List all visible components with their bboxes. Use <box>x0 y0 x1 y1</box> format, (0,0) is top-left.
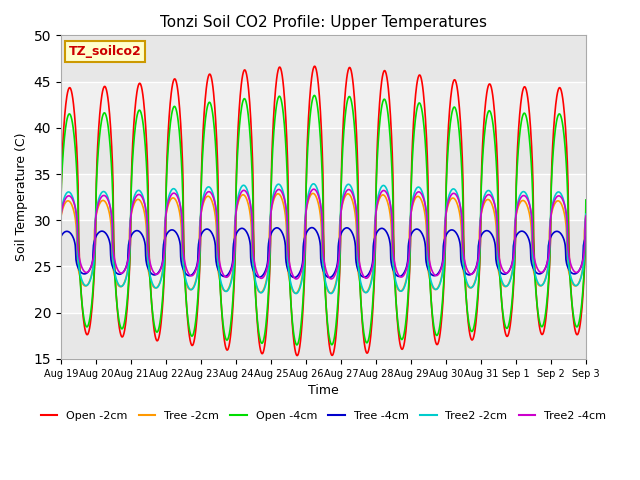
Tree -2cm <box>300 231 308 237</box>
Line: Tree -2cm: Tree -2cm <box>61 193 586 293</box>
Tree -2cm <box>280 202 287 208</box>
Tree -4cm <box>291 275 299 280</box>
Open -2cm <box>300 280 308 286</box>
Open -4cm <box>291 336 298 341</box>
Bar <box>61 128 586 174</box>
Tree -4cm <box>291 275 298 280</box>
Open -2cm <box>291 344 298 349</box>
Tree -4cm <box>300 236 308 242</box>
Tree2 -2cm <box>582 211 589 217</box>
Line: Tree -4cm: Tree -4cm <box>61 228 586 277</box>
Tree2 -2cm <box>57 211 65 217</box>
Tree -4cm <box>119 270 127 276</box>
Tree -2cm <box>98 198 106 204</box>
Tree2 -2cm <box>98 190 106 196</box>
Tree2 -2cm <box>291 290 298 296</box>
X-axis label: Time: Time <box>308 384 339 397</box>
Tree2 -4cm <box>356 264 364 270</box>
Open -4cm <box>57 197 65 203</box>
Open -4cm <box>300 273 308 278</box>
Bar <box>61 312 586 359</box>
Open -2cm <box>582 208 589 214</box>
Line: Tree2 -4cm: Tree2 -4cm <box>61 189 586 279</box>
Tree2 -2cm <box>119 283 127 288</box>
Open -2cm <box>311 63 319 69</box>
Open -4cm <box>280 114 287 120</box>
Tree -4cm <box>308 225 316 230</box>
Text: TZ_soilco2: TZ_soilco2 <box>68 45 141 58</box>
Line: Open -4cm: Open -4cm <box>61 96 586 345</box>
Tree -4cm <box>57 234 65 240</box>
Tree -2cm <box>57 215 65 220</box>
Open -2cm <box>98 95 106 100</box>
Open -2cm <box>119 334 127 339</box>
Line: Open -2cm: Open -2cm <box>61 66 586 356</box>
Bar <box>61 220 586 266</box>
Tree -4cm <box>98 228 106 234</box>
Open -2cm <box>57 208 65 214</box>
Tree2 -2cm <box>280 191 287 197</box>
Tree2 -4cm <box>582 213 589 219</box>
Tree -4cm <box>356 272 364 277</box>
Tree2 -2cm <box>356 277 364 283</box>
Tree -2cm <box>582 214 589 220</box>
Line: Tree2 -2cm: Tree2 -2cm <box>61 184 586 294</box>
Y-axis label: Soil Temperature (C): Soil Temperature (C) <box>15 133 28 262</box>
Title: Tonzi Soil CO2 Profile: Upper Temperatures: Tonzi Soil CO2 Profile: Upper Temperatur… <box>160 15 487 30</box>
Tree2 -4cm <box>119 270 127 276</box>
Tree2 -4cm <box>291 275 298 281</box>
Tree2 -4cm <box>280 193 287 199</box>
Tree2 -4cm <box>310 186 317 192</box>
Open -2cm <box>356 287 364 293</box>
Tree2 -4cm <box>98 194 106 200</box>
Open -2cm <box>280 85 287 91</box>
Legend: Open -2cm, Tree -2cm, Open -4cm, Tree -4cm, Tree2 -2cm, Tree2 -4cm: Open -2cm, Tree -2cm, Open -4cm, Tree -4… <box>36 407 611 425</box>
Open -4cm <box>293 342 301 348</box>
Open -4cm <box>98 118 106 124</box>
Open -4cm <box>582 197 589 203</box>
Tree2 -2cm <box>292 291 300 297</box>
Tree -2cm <box>291 290 298 296</box>
Tree2 -4cm <box>300 252 308 257</box>
Open -4cm <box>310 93 318 98</box>
Tree -2cm <box>356 281 364 287</box>
Tree2 -2cm <box>300 256 308 262</box>
Open -4cm <box>119 325 127 331</box>
Tree2 -4cm <box>292 276 300 282</box>
Tree -2cm <box>292 290 300 296</box>
Tree -2cm <box>309 191 317 196</box>
Tree2 -2cm <box>310 181 317 187</box>
Open -2cm <box>294 353 301 359</box>
Tree -2cm <box>119 282 127 288</box>
Bar <box>61 36 586 82</box>
Tree2 -4cm <box>57 213 65 219</box>
Open -4cm <box>356 290 364 296</box>
Tree -4cm <box>280 233 287 239</box>
Tree -4cm <box>582 234 589 240</box>
